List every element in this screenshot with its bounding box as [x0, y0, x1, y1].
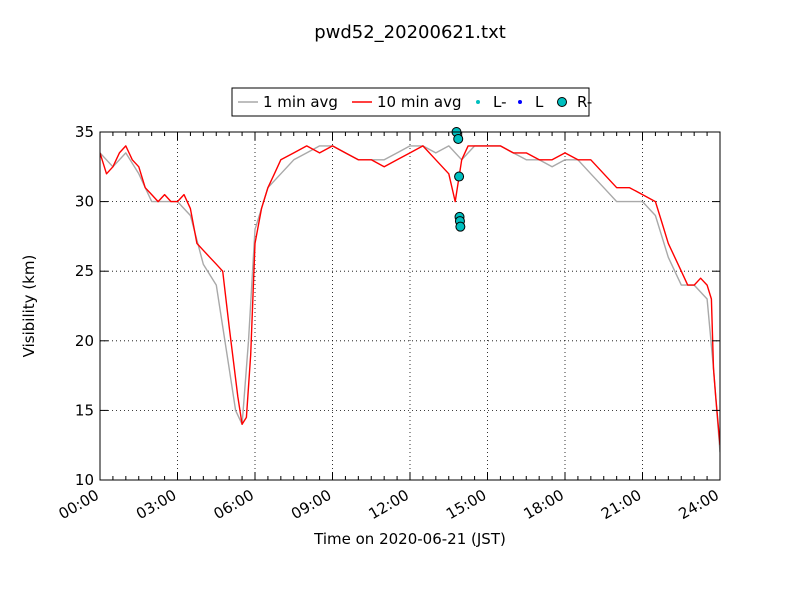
legend-label: R- [577, 93, 592, 111]
y-tick-label: 35 [75, 123, 94, 141]
legend-label: L- [493, 93, 507, 111]
series-line-1-min-avg [100, 145, 720, 453]
y-tick-label: 20 [75, 332, 94, 350]
data-point [454, 171, 465, 182]
legend-frame [231, 87, 590, 117]
legend-marker [557, 97, 567, 107]
series-line-10-min-avg [100, 145, 720, 446]
chart-title: pwd52_20200621.txt [314, 22, 506, 43]
y-tick-label: 30 [75, 193, 94, 211]
data-point [455, 221, 466, 232]
legend-label: 1 min avg [263, 93, 338, 111]
series-layer [100, 145, 720, 453]
legend: 1 min avg 10 min avg L- L R- [231, 87, 592, 117]
y-axis-label: Visibility (km) [20, 255, 38, 358]
y-tick-label: 25 [75, 262, 94, 280]
y-tick-label: 10 [75, 471, 94, 489]
axis-ticks [99, 131, 721, 481]
x-axis-label: Time on 2020-06-21 (JST) [313, 530, 506, 548]
legend-marker [518, 100, 522, 104]
plot-area [100, 132, 720, 480]
y-tick-label: 15 [75, 401, 94, 419]
legend-marker [476, 100, 480, 104]
legend-label: L [535, 93, 544, 111]
data-point [453, 133, 464, 144]
legend-label: 10 min avg [377, 93, 462, 111]
